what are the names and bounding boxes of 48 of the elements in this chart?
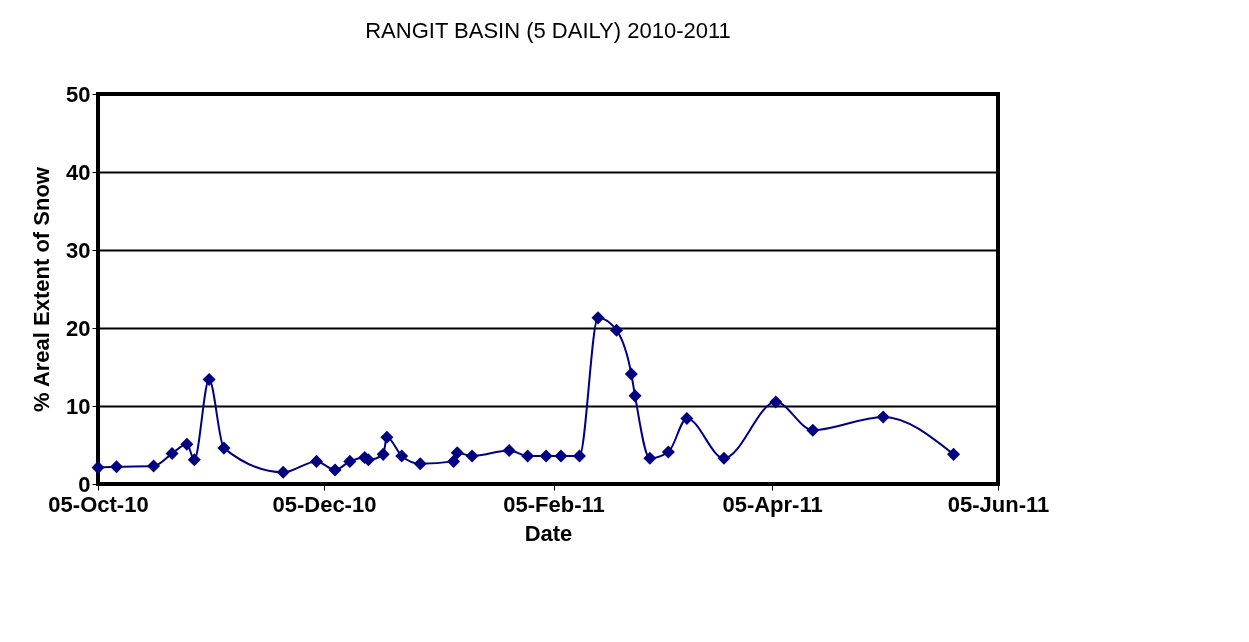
point <box>628 389 642 403</box>
point <box>680 411 694 425</box>
point <box>806 423 820 437</box>
y-tick-label: 30 <box>66 237 91 263</box>
point <box>554 449 568 463</box>
point <box>380 430 394 444</box>
point <box>717 451 731 465</box>
y-axis-title: % Areal Extent of Snow <box>29 166 55 412</box>
point <box>769 395 783 409</box>
point <box>591 311 605 325</box>
point <box>376 447 390 461</box>
point <box>572 449 586 463</box>
point <box>187 453 201 467</box>
point <box>465 449 479 463</box>
y-tick-label: 10 <box>66 393 91 419</box>
point <box>539 449 553 463</box>
point <box>413 457 427 471</box>
point <box>521 449 535 463</box>
point <box>643 451 657 465</box>
x-tick-label: 05-Apr-11 <box>722 491 823 517</box>
point <box>343 454 357 468</box>
point <box>624 367 638 381</box>
point <box>310 454 324 468</box>
point <box>328 463 342 477</box>
point <box>876 410 890 424</box>
x-axis-title: Date <box>524 520 573 546</box>
y-tick-label: 50 <box>66 81 91 107</box>
point <box>165 447 179 461</box>
point <box>395 449 409 463</box>
point <box>147 459 161 473</box>
point <box>110 460 124 474</box>
x-tick-label: 05-Dec-10 <box>272 491 377 517</box>
point <box>202 372 216 386</box>
x-tick-label: 05-Jun-11 <box>947 491 1050 517</box>
point <box>217 441 231 455</box>
x-tick-label: 05-Feb-11 <box>503 491 605 517</box>
point <box>276 465 290 479</box>
point <box>661 445 675 459</box>
chart-title: RANGIT BASIN (5 DAILY) 2010-2011 <box>365 18 731 43</box>
point <box>180 437 194 451</box>
point <box>447 454 461 468</box>
y-tick-label: 40 <box>66 159 91 185</box>
point <box>502 443 516 457</box>
point <box>610 323 624 337</box>
y-tick-label: 20 <box>66 315 91 341</box>
point <box>947 447 961 461</box>
point <box>91 461 105 475</box>
point <box>450 446 464 460</box>
